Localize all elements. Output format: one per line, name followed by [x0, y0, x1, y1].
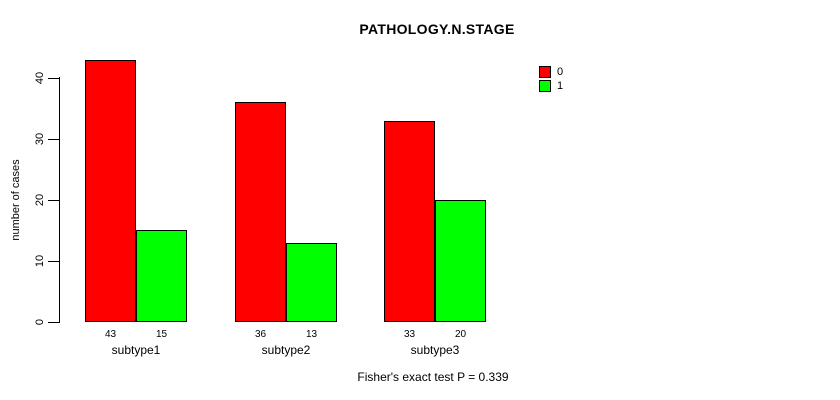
y-axis-tick — [48, 139, 59, 140]
chart-title: PATHOLOGY.N.STAGE — [359, 21, 515, 37]
bar-value-label: 13 — [305, 329, 318, 340]
bar-value-label: 33 — [403, 329, 416, 340]
y-axis-tick — [48, 200, 59, 201]
y-axis-title: number of cases — [10, 159, 22, 241]
legend-entry: 1 — [539, 79, 563, 92]
y-axis-tick-label: 10 — [34, 254, 46, 268]
y-axis-tick-label: 30 — [34, 132, 46, 146]
y-axis-tick — [48, 261, 59, 262]
legend-swatch-series-1 — [539, 79, 551, 92]
bar-value-label: 43 — [104, 329, 117, 340]
category-label-subtype3: subtype3 — [410, 343, 460, 357]
y-axis-tick-label: 0 — [34, 318, 46, 326]
category-label-subtype1: subtype1 — [111, 343, 161, 357]
legend-label-series-1: 1 — [557, 79, 564, 92]
bar-1-subtype2 — [286, 243, 337, 322]
bar-0-subtype1 — [85, 60, 136, 322]
bar-value-label: 36 — [254, 329, 267, 340]
bar-0-subtype2 — [235, 102, 286, 322]
bar-1-subtype1 — [136, 230, 187, 322]
category-label-subtype2: subtype2 — [261, 343, 311, 357]
y-axis-line — [59, 77, 60, 323]
legend-swatch-series-0 — [539, 65, 551, 78]
bar-value-label: 20 — [454, 329, 467, 340]
bar-0-subtype3 — [384, 121, 435, 322]
legend-entry: 0 — [539, 65, 563, 78]
legend-label-series-0: 0 — [557, 65, 564, 78]
y-axis-tick-label: 20 — [34, 193, 46, 207]
bar-1-subtype3 — [435, 200, 486, 322]
y-axis-tick — [48, 78, 59, 79]
statistical-test-annotation: Fisher's exact test P = 0.339 — [357, 370, 509, 384]
y-axis-tick — [48, 322, 59, 323]
legend: 0 1 — [539, 65, 563, 93]
bar-value-label: 15 — [155, 329, 168, 340]
y-axis-tick-label: 40 — [34, 71, 46, 85]
